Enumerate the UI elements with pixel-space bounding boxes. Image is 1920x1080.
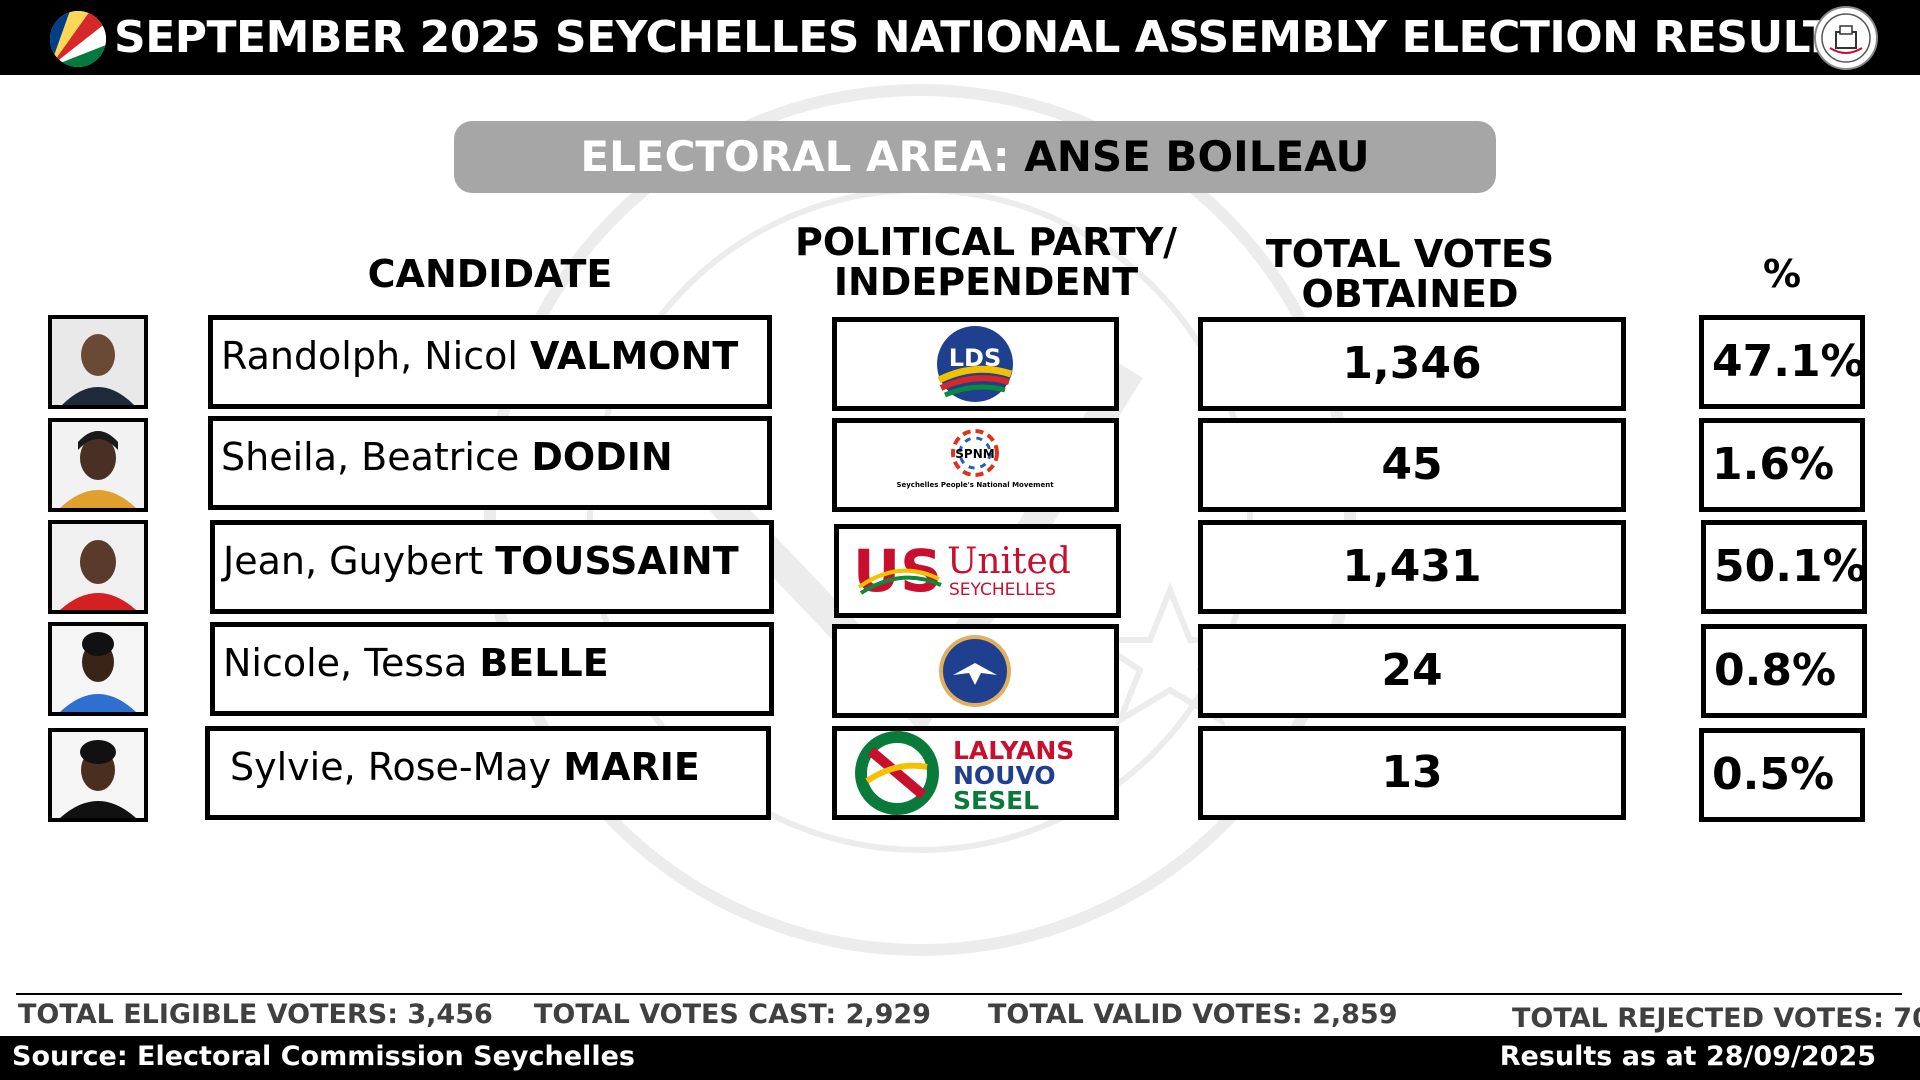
party-name-line-3: SESEL bbox=[953, 786, 1039, 815]
candidate-name-box: Sheila, Beatrice DODIN bbox=[208, 416, 772, 510]
lds-logo-icon: LDS bbox=[937, 326, 1013, 402]
spnm-logo-icon: SPNM Seychelles People's National Moveme… bbox=[896, 429, 1054, 489]
party-logo-spnm: SPNM Seychelles People's National Moveme… bbox=[832, 418, 1119, 512]
candidate-first-names: Sheila, Beatrice bbox=[221, 435, 520, 479]
column-header-party: POLITICAL PARTY/ INDEPENDENT bbox=[795, 220, 1177, 304]
candidate-photo bbox=[48, 622, 148, 716]
party-caption: Seychelles People's National Movement bbox=[896, 481, 1054, 489]
electoral-commission-seal-icon bbox=[1814, 6, 1878, 70]
electoral-area-name: ANSE BOILEAU bbox=[1024, 132, 1370, 181]
total-votes-cell: 13 bbox=[1198, 726, 1626, 820]
total-votes-cell: 24 bbox=[1198, 624, 1626, 718]
candidate-surname: VALMONT bbox=[530, 334, 739, 378]
column-header-votes: TOTAL VOTES OBTAINED bbox=[1265, 232, 1555, 316]
total-eligible-voters: TOTAL ELIGIBLE VOTERS: 3,456 bbox=[18, 999, 493, 1030]
candidate-surname: DODIN bbox=[531, 435, 673, 479]
footer-divider bbox=[16, 993, 1902, 995]
total-valid-votes: TOTAL VALID VOTES: 2,859 bbox=[988, 999, 1398, 1030]
candidate-name-box: Nicole, Tessa BELLE bbox=[210, 622, 774, 716]
party-subname: SEYCHELLES bbox=[949, 580, 1056, 600]
candidate-surname: TOUSSAINT bbox=[495, 539, 739, 583]
candidate-name-box: Jean, Guybert TOUSSAINT bbox=[210, 520, 774, 614]
party-logo-lalyans-nouvo-sesel: LALYANS NOUVO SESEL bbox=[832, 726, 1119, 820]
total-votes-cell: 1,346 bbox=[1198, 317, 1626, 411]
candidate-photo bbox=[48, 315, 148, 409]
candidate-first-names: Jean, Guybert bbox=[223, 539, 484, 583]
lalyans-nouvo-sesel-logo-icon: LALYANS NOUVO SESEL bbox=[855, 731, 1074, 815]
candidate-name-box: Randolph, Nicol VALMONT bbox=[208, 315, 772, 409]
party-abbreviation: LDS bbox=[949, 344, 1002, 372]
header-bar bbox=[0, 0, 1920, 75]
page-title: SEPTEMBER 2025 SEYCHELLES NATIONAL ASSEM… bbox=[114, 12, 1864, 63]
total-votes-cast: TOTAL VOTES CAST: 2,929 bbox=[534, 999, 931, 1030]
candidate-first-names: Nicole, Tessa bbox=[223, 641, 468, 685]
footer-bar bbox=[0, 1036, 1920, 1080]
column-header-candidate: CANDIDATE bbox=[367, 252, 613, 296]
seychelles-flag-icon bbox=[50, 11, 106, 67]
candidate-photo bbox=[48, 520, 148, 614]
vote-percentage-cell: 0.8% bbox=[1701, 624, 1867, 718]
party-name: United bbox=[947, 541, 1071, 582]
candidate-photo bbox=[48, 728, 148, 822]
party-name-line-2: NOUVO bbox=[953, 761, 1056, 790]
party-logo-lds: LDS bbox=[832, 317, 1119, 411]
source-credit: Source: Electoral Commission Seychelles bbox=[12, 1041, 635, 1072]
candidate-surname: BELLE bbox=[479, 641, 609, 685]
vote-percentage-cell: 0.5% bbox=[1699, 728, 1865, 822]
total-votes-cell: 45 bbox=[1198, 418, 1626, 512]
party-name-line-1: LALYANS bbox=[953, 736, 1074, 765]
candidate-first-names: Sylvie, Rose-May bbox=[230, 745, 552, 789]
candidate-name-box: Sylvie, Rose-May MARIE bbox=[205, 726, 771, 820]
vote-percentage-cell: 47.1% bbox=[1699, 315, 1865, 409]
vote-percentage-cell: 50.1% bbox=[1701, 520, 1867, 614]
electoral-area-label: ELECTORAL AREA: bbox=[580, 132, 1010, 181]
candidate-first-names: Randolph, Nicol bbox=[221, 334, 518, 378]
party-logo-independent bbox=[832, 624, 1119, 718]
vote-percentage-cell: 1.6% bbox=[1699, 418, 1865, 512]
candidate-photo bbox=[48, 418, 148, 512]
column-header-percent: % bbox=[1762, 252, 1802, 296]
independent-eagle-emblem-icon bbox=[939, 635, 1011, 707]
results-date: Results as at 28/09/2025 bbox=[1499, 1041, 1876, 1072]
candidate-surname: MARIE bbox=[563, 745, 700, 789]
total-votes-cell: 1,431 bbox=[1198, 520, 1626, 614]
party-abbreviation: SPNM bbox=[955, 447, 994, 461]
total-rejected-votes: TOTAL REJECTED VOTES: 70 bbox=[1512, 1003, 1920, 1034]
united-seychelles-logo-icon: US United SEYCHELLES bbox=[853, 537, 1071, 605]
party-logo-united-seychelles: US United SEYCHELLES bbox=[834, 524, 1121, 618]
electoral-area-banner: ELECTORAL AREA: ANSE BOILEAU bbox=[454, 121, 1496, 193]
